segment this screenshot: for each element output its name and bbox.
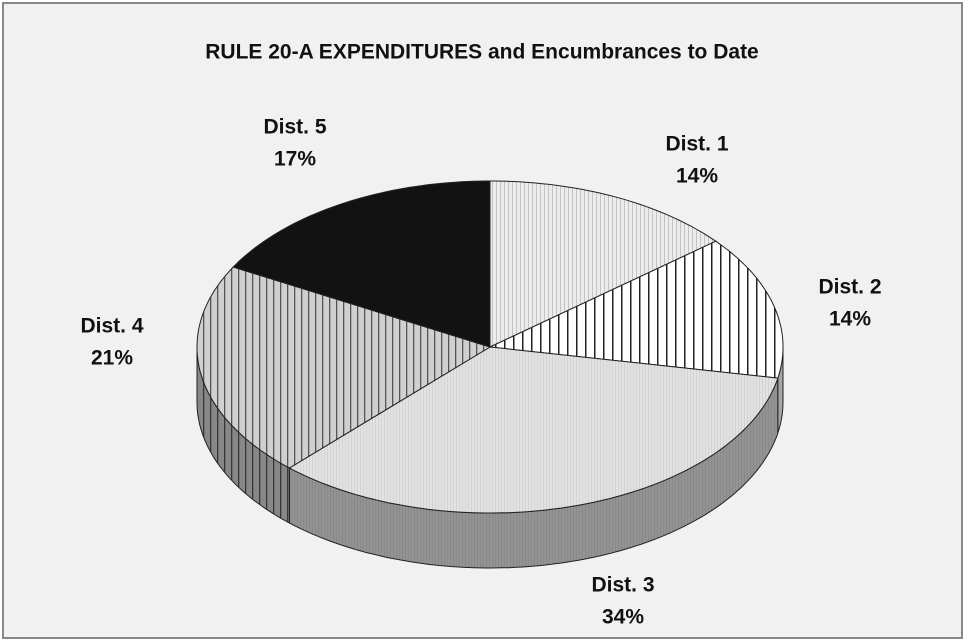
- slice: [489, 180, 717, 348]
- chart-title: RULE 20-A EXPENDITURES and Encumbrances …: [205, 41, 759, 64]
- slice-label: Dist. 3: [591, 574, 654, 597]
- slice-value-label: 34%: [602, 606, 644, 629]
- slice-value-label: 14%: [676, 165, 718, 188]
- slice-label: Dist. 4: [80, 315, 143, 338]
- slice-value-label: 21%: [91, 347, 133, 370]
- slice: [196, 266, 492, 469]
- slice: [288, 346, 779, 514]
- slice-label: Dist. 1: [665, 133, 728, 156]
- slice-label: Dist. 2: [818, 276, 881, 299]
- slice: [232, 180, 491, 348]
- slice-value-label: 17%: [274, 148, 316, 171]
- slice-label: Dist. 5: [263, 116, 326, 139]
- slice: [488, 240, 784, 379]
- slice-value-label: 14%: [829, 308, 871, 331]
